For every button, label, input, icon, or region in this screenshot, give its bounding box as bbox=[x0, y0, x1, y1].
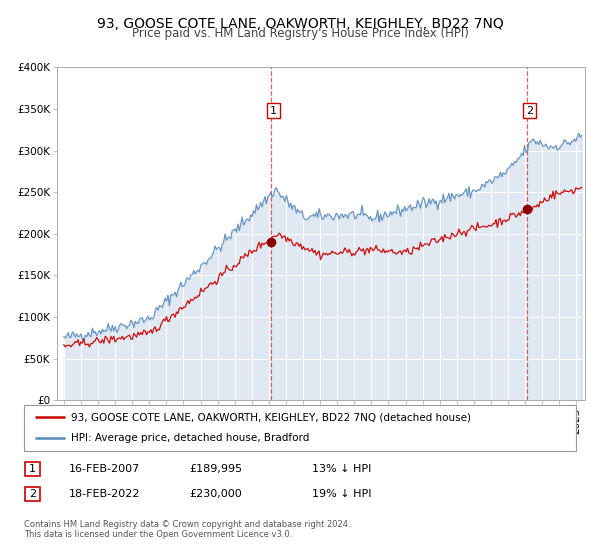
Text: 18-FEB-2022: 18-FEB-2022 bbox=[69, 489, 140, 499]
Text: 93, GOOSE COTE LANE, OAKWORTH, KEIGHLEY, BD22 7NQ: 93, GOOSE COTE LANE, OAKWORTH, KEIGHLEY,… bbox=[97, 17, 503, 31]
Text: 2: 2 bbox=[526, 105, 533, 115]
FancyBboxPatch shape bbox=[24, 405, 576, 451]
Text: 2: 2 bbox=[29, 489, 36, 499]
Text: 93, GOOSE COTE LANE, OAKWORTH, KEIGHLEY, BD22 7NQ (detached house): 93, GOOSE COTE LANE, OAKWORTH, KEIGHLEY,… bbox=[71, 412, 471, 422]
Text: £230,000: £230,000 bbox=[189, 489, 242, 499]
Text: 19% ↓ HPI: 19% ↓ HPI bbox=[312, 489, 371, 499]
Text: Contains HM Land Registry data © Crown copyright and database right 2024.
This d: Contains HM Land Registry data © Crown c… bbox=[24, 520, 350, 539]
Text: 1: 1 bbox=[29, 464, 36, 474]
Text: Price paid vs. HM Land Registry's House Price Index (HPI): Price paid vs. HM Land Registry's House … bbox=[131, 27, 469, 40]
Text: 16-FEB-2007: 16-FEB-2007 bbox=[69, 464, 140, 474]
FancyBboxPatch shape bbox=[25, 462, 40, 477]
Text: £189,995: £189,995 bbox=[189, 464, 242, 474]
Text: 1: 1 bbox=[270, 105, 277, 115]
Text: HPI: Average price, detached house, Bradford: HPI: Average price, detached house, Brad… bbox=[71, 433, 309, 444]
Text: 13% ↓ HPI: 13% ↓ HPI bbox=[312, 464, 371, 474]
FancyBboxPatch shape bbox=[25, 487, 40, 501]
